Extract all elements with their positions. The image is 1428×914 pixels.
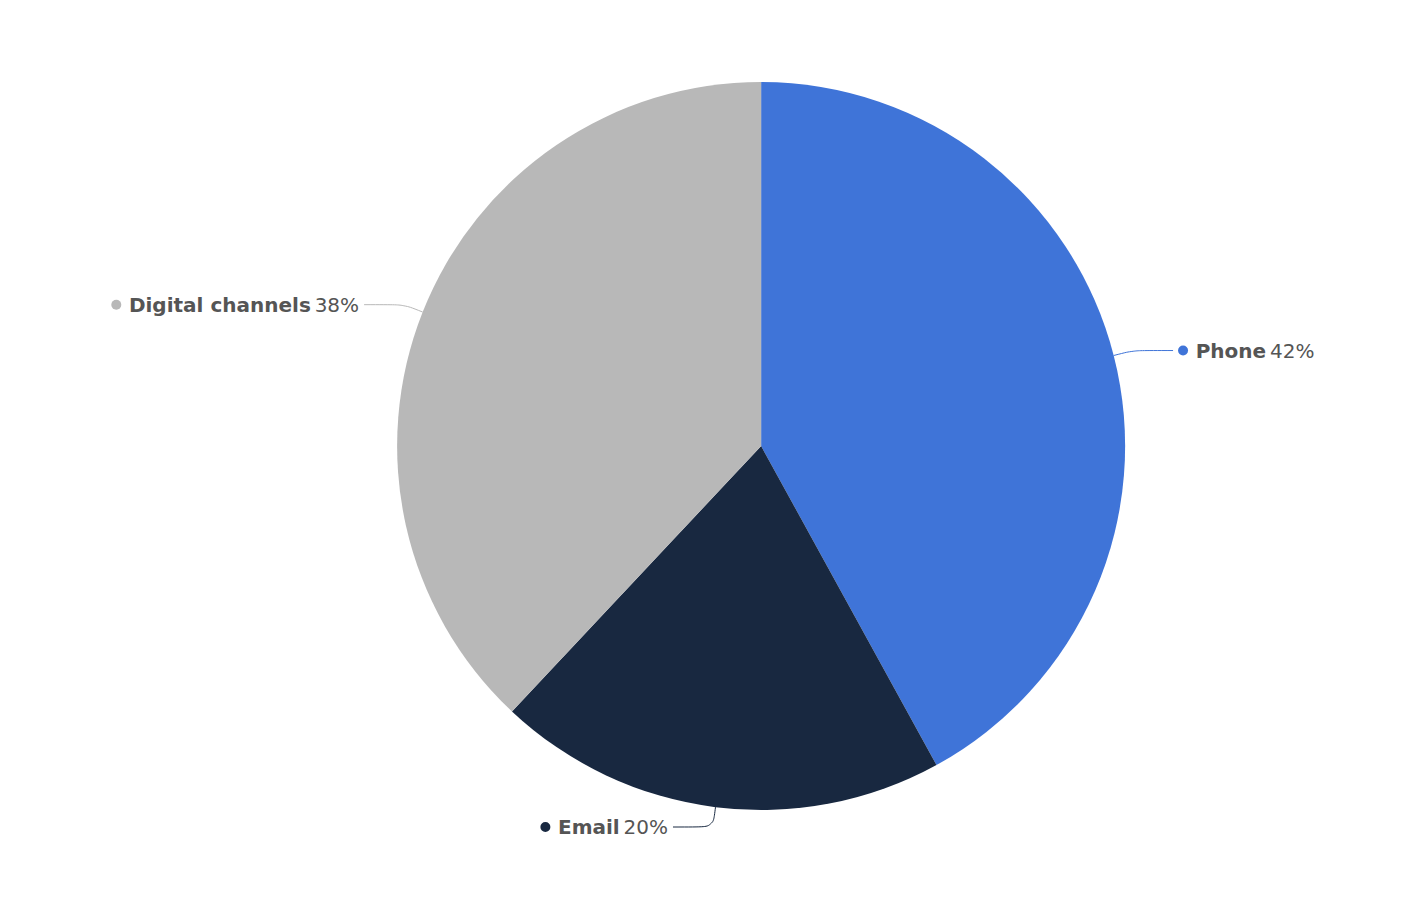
svg-text:38%: 38% [315, 293, 359, 317]
svg-text:20%: 20% [624, 815, 668, 839]
svg-text:Phone: Phone [1196, 339, 1266, 363]
svg-text:Digital channels: Digital channels [129, 293, 311, 317]
svg-text:Email: Email [558, 815, 620, 839]
svg-text:42%: 42% [1270, 339, 1314, 363]
